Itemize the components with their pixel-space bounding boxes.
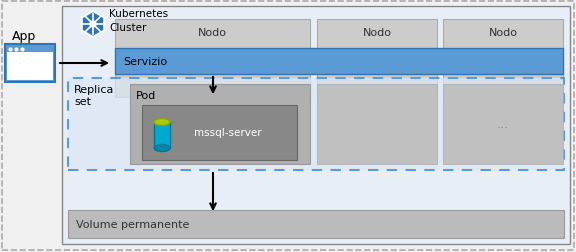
FancyBboxPatch shape: [443, 20, 563, 98]
FancyBboxPatch shape: [443, 85, 563, 164]
Text: mssql-server: mssql-server: [194, 128, 262, 138]
Text: Volume permanente: Volume permanente: [76, 219, 190, 229]
FancyBboxPatch shape: [115, 49, 563, 75]
FancyBboxPatch shape: [68, 79, 564, 170]
Text: Pod: Pod: [136, 91, 156, 101]
Text: App: App: [12, 30, 36, 43]
FancyBboxPatch shape: [7, 53, 53, 81]
FancyBboxPatch shape: [115, 20, 310, 98]
FancyBboxPatch shape: [154, 122, 170, 148]
Bar: [68, 79, 564, 170]
Ellipse shape: [154, 145, 170, 152]
Text: ...: ...: [497, 118, 509, 131]
FancyBboxPatch shape: [130, 85, 310, 164]
FancyBboxPatch shape: [317, 85, 437, 164]
Ellipse shape: [154, 119, 170, 126]
Text: Nodo: Nodo: [488, 28, 517, 38]
FancyBboxPatch shape: [62, 7, 570, 244]
FancyBboxPatch shape: [317, 20, 437, 98]
Text: Replica
set: Replica set: [74, 85, 115, 107]
Text: Nodo: Nodo: [198, 28, 227, 38]
FancyBboxPatch shape: [142, 106, 297, 160]
FancyBboxPatch shape: [5, 45, 55, 83]
Text: Servizio: Servizio: [123, 57, 167, 67]
FancyBboxPatch shape: [68, 210, 564, 238]
Text: Kubernetes
Cluster: Kubernetes Cluster: [109, 9, 168, 33]
Text: Nodo: Nodo: [362, 28, 392, 38]
Circle shape: [90, 22, 96, 28]
